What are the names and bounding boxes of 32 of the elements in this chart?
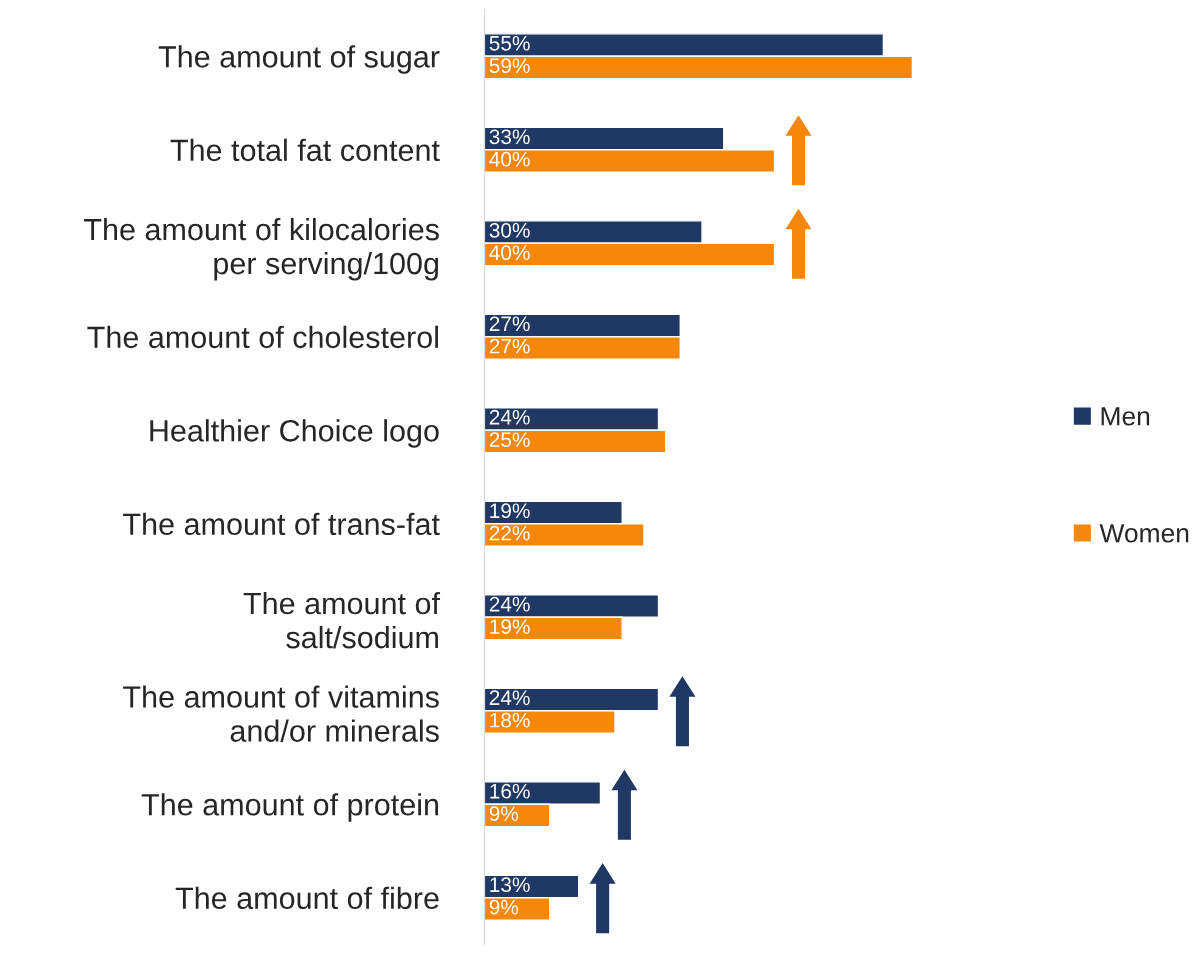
y-tick-label: The amount of cholesterol	[87, 325, 438, 349]
data-label: 27%	[489, 316, 530, 332]
data-label: 33%	[489, 129, 530, 145]
data-label: 16%	[490, 783, 530, 799]
data-label: 27%	[489, 338, 530, 354]
y-tick-label: Healthier Choice logo	[150, 419, 439, 448]
data-label: 55%	[489, 36, 530, 51]
legend-label: Men	[1101, 407, 1150, 426]
y-tick-label: The amount of salt/sodium	[243, 591, 441, 649]
data-label: 19%	[490, 619, 530, 635]
data-label: 30%	[489, 222, 530, 238]
data-label: 13%	[490, 877, 530, 893]
data-label: 24%	[489, 596, 530, 612]
data-label: 25%	[489, 432, 530, 448]
data-label: 9%	[489, 806, 519, 822]
legend-label: Women	[1099, 524, 1189, 543]
data-label: 9%	[489, 899, 519, 915]
data-label: 19%	[490, 503, 530, 519]
data-label: 22%	[489, 525, 530, 541]
y-tick-label: The amount of fibre	[175, 886, 439, 910]
data-label: 40%	[489, 245, 530, 261]
y-tick-label: The amount of vitamins and/or minerals	[123, 685, 439, 742]
y-tick-label: The amount of trans-fat	[123, 512, 440, 536]
data-label: 40%	[489, 151, 530, 167]
data-label: 18%	[490, 712, 530, 728]
y-tick-label: The amount of protein	[141, 793, 439, 822]
data-label: 59%	[489, 58, 530, 74]
y-tick-label: The total fat content	[170, 138, 440, 162]
y-tick-label: The amount of kilocalories per serving/100g	[84, 217, 439, 281]
data-label: 24%	[489, 409, 530, 425]
data-label: 24%	[489, 690, 530, 706]
y-tick-label: The amount of sugar	[158, 45, 440, 74]
